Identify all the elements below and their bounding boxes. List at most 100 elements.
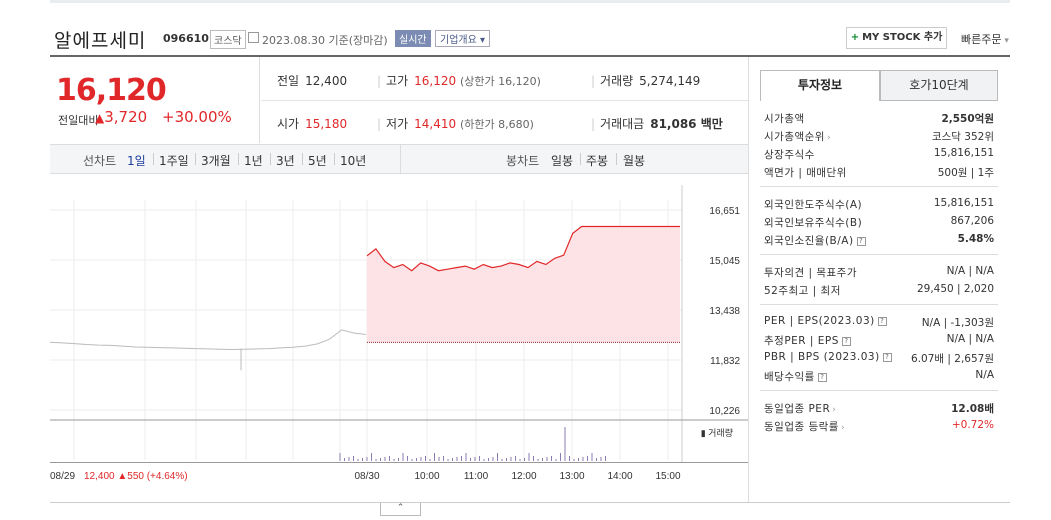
- collapse-button[interactable]: ⌃: [380, 503, 421, 516]
- info-key: 투자의견 | 목표주가: [764, 267, 857, 279]
- x-tick-label: 15:00: [655, 471, 680, 482]
- info-key: 추정PER | EPS?: [764, 333, 851, 348]
- period-1w[interactable]: 1주일: [159, 154, 189, 168]
- chevron-right-icon: ›: [832, 405, 837, 415]
- info-value: 12.08배: [951, 403, 994, 415]
- info-value: 2,550억원: [941, 113, 994, 125]
- stat-volume: | 거래량 5,274,149: [591, 74, 701, 88]
- info-row: 추정PER | EPS? N/A | N/A: [760, 331, 998, 349]
- company-info-button[interactable]: 기업개요 ▾: [435, 30, 491, 47]
- y-tick-label: 11,832: [710, 356, 740, 367]
- stats-divider: [261, 100, 748, 101]
- tab-invest-info[interactable]: 투자정보: [760, 70, 880, 101]
- bottom-border: [50, 502, 1010, 503]
- period-3y[interactable]: 3년: [276, 154, 295, 168]
- y-tick-label: 16,651: [709, 206, 740, 217]
- up-arrow-icon: ▲: [95, 111, 105, 125]
- info-value: N/A | N/A: [946, 333, 994, 345]
- period-1d[interactable]: 1일: [127, 154, 146, 168]
- volume-label: ▮ 거래량: [701, 427, 733, 438]
- price-stats: 전일 12,400 | 고가 16,120 (상한가 16,120) | 거래량 5,27…: [261, 57, 748, 143]
- period-1y[interactable]: 1년: [244, 154, 263, 168]
- chevron-right-icon: ›: [840, 423, 846, 433]
- x-tick-label: 13:00: [559, 471, 584, 482]
- tab-orderbook[interactable]: 호가10단계: [880, 70, 998, 101]
- info-value: 15,816,151: [933, 197, 994, 209]
- info-value: 코스닥 352위: [931, 131, 994, 143]
- my-stock-add-button[interactable]: + MY STOCK 추가: [846, 27, 947, 49]
- candle-daily[interactable]: 일봉: [551, 154, 574, 168]
- info-row: PER | EPS(2023.03)? N/A | -1,303원: [760, 313, 998, 331]
- info-value: +0.72%: [951, 419, 994, 431]
- info-value: N/A | N/A: [946, 265, 994, 277]
- info-key: 액면가 | 매매단위: [764, 167, 847, 179]
- change-percent: +30.00%: [162, 108, 232, 126]
- prev-day-label: 08/29: [50, 471, 75, 482]
- help-icon[interactable]: ?: [817, 372, 827, 382]
- x-tick-label: 08/30: [354, 471, 379, 482]
- y-tick-label: 13,438: [709, 306, 740, 317]
- info-row: 외국인한도주식수(A) 15,816,151: [760, 195, 998, 213]
- info-row: 투자의견 | 목표주가 N/A | N/A: [760, 263, 998, 281]
- base-date: 2023.08.30 기준(장마감): [262, 34, 388, 47]
- x-tick-label: 11:00: [464, 471, 489, 482]
- line-chart-label: 선차트: [83, 154, 117, 168]
- current-price: 16,120: [56, 73, 167, 108]
- info-key: PER | EPS(2023.03)?: [764, 315, 887, 327]
- info-row: 52주최고 | 최저 29,450 | 2,020: [760, 281, 998, 299]
- info-row: 배당수익률? N/A: [760, 367, 998, 385]
- help-icon[interactable]: ?: [841, 336, 851, 346]
- help-icon[interactable]: ?: [882, 352, 892, 362]
- info-key: 시가총액순위 ›: [764, 131, 832, 143]
- info-row: PBR | BPS (2023.03)? 6.07배 | 2,657원: [760, 349, 998, 367]
- info-group5: 동일업종 PER › 12.08배 동일업종 등락률 › +0.72%: [760, 391, 998, 440]
- info-value: 15,816,151: [933, 147, 994, 159]
- info-row: 시가총액 2,550억원: [760, 109, 998, 127]
- candle-chart-label: 봉차트: [506, 154, 540, 168]
- info-value: 5.48%: [957, 233, 994, 245]
- info-key: 외국인소진율(B/A)?: [764, 233, 866, 248]
- help-icon[interactable]: ?: [877, 316, 887, 326]
- chevron-right-icon: ›: [826, 133, 832, 143]
- info-key: 52주최고 | 최저: [764, 285, 841, 297]
- realtime-button[interactable]: 실시간: [395, 30, 431, 47]
- info-key: 외국인보유주식수(B): [764, 217, 863, 229]
- info-value: 500원 | 1주: [937, 167, 994, 179]
- stock-code: 096610: [163, 32, 209, 45]
- candle-weekly[interactable]: 주봉: [586, 154, 609, 168]
- x-tick-label: 10:00: [414, 471, 439, 482]
- info-key: 외국인한도주식수(A): [764, 199, 863, 211]
- info-row[interactable]: 동일업종 등락률 › +0.72%: [760, 417, 998, 435]
- period-5y[interactable]: 5년: [308, 154, 327, 168]
- period-10y[interactable]: 10년: [340, 154, 367, 168]
- info-value: N/A: [975, 369, 994, 381]
- quick-order-button[interactable]: 빠른주문 ▾: [961, 33, 1009, 46]
- stock-header: 알에프세미 096610 코스닥 2023.08.30 기준(장마감) 실시간 …: [50, 22, 1010, 54]
- period-bar: 선차트 1일 1주일 3개월 1년 3년 5년 10년 봉차트 일봉 주봉 월봉: [50, 144, 748, 174]
- info-row[interactable]: 시가총액순위 › 코스닥 352위: [760, 127, 998, 145]
- y-tick-label: 15,045: [709, 256, 740, 267]
- prev-close-label: 12,400 ▲550 (+4.64%): [84, 471, 188, 482]
- price-chart-svg: 16,651 15,045 13,438 11,832 10,226 ▮ 거래량 08/30…: [49, 185, 748, 482]
- price-chart[interactable]: 16,651 15,045 13,438 11,832 10,226 ▮ 거래량 08/30…: [49, 175, 748, 485]
- today-line: [366, 225, 680, 272]
- period-3m[interactable]: 3개월: [201, 154, 231, 168]
- chart-baseline: [50, 462, 748, 463]
- info-row: 상장주식수 15,816,151: [760, 145, 998, 163]
- candle-monthly[interactable]: 월봉: [623, 154, 646, 168]
- stat-open: 시가 15,180: [277, 117, 348, 131]
- info-group3: 투자의견 | 목표주가 N/A | N/A 52주최고 | 최저 29,450 | 2…: [760, 255, 998, 305]
- info-key: 상장주식수: [764, 149, 815, 161]
- info-row[interactable]: 동일업종 PER › 12.08배: [760, 399, 998, 417]
- x-tick-label: 14:00: [607, 471, 632, 482]
- info-value: 6.07배 | 2,657원: [911, 353, 994, 365]
- help-icon[interactable]: ?: [856, 236, 866, 246]
- info-key: 동일업종 등락률 ›: [764, 421, 846, 433]
- info-value: N/A | -1,303원: [921, 317, 994, 329]
- info-row: 외국인보유주식수(B) 867,206: [760, 213, 998, 231]
- market-badge: 코스닥: [210, 30, 246, 49]
- info-row: 액면가 | 매매단위 500원 | 1주: [760, 163, 998, 181]
- stat-high: | 고가 16,120 (상한가 16,120): [377, 74, 541, 88]
